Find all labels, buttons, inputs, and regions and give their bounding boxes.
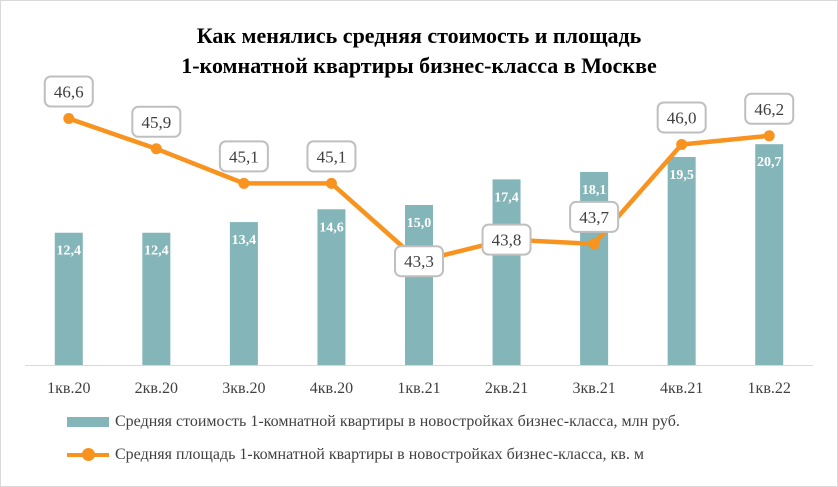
legend-line-label: Средняя площадь 1-комнатной квартиры в н…: [115, 446, 644, 463]
line-point: [676, 138, 688, 150]
bar: [54, 232, 83, 365]
bar: [667, 157, 696, 365]
bar: [580, 171, 609, 365]
bar-data-label: 18,1: [582, 183, 607, 198]
bar-data-label: 13,4: [232, 233, 257, 248]
bar-data-label: 17,4: [494, 190, 519, 205]
bar: [229, 222, 258, 365]
line-label-box: [569, 200, 620, 233]
bar: [755, 144, 784, 365]
x-tick-label: 1кв.20: [47, 380, 90, 397]
x-tick-label: 2кв.21: [485, 380, 528, 397]
line-label-box: [744, 92, 795, 125]
bar: [142, 232, 171, 365]
x-tick-label: 1кв.22: [748, 380, 791, 397]
bar-data-label: 15,0: [407, 216, 432, 231]
line-data-label: 45,9: [141, 113, 171, 132]
bar-data-label: 12,4: [57, 244, 82, 259]
line-label-box: [656, 101, 707, 134]
x-tick-label: 4кв.21: [660, 380, 703, 397]
line-data-label: 43,3: [404, 252, 434, 271]
line-label-box: [306, 140, 357, 173]
bar: [317, 209, 346, 365]
line-point: [325, 177, 337, 189]
line-point: [63, 113, 75, 125]
x-tick-label: 3кв.21: [572, 380, 615, 397]
line-data-label: 46,0: [667, 108, 697, 127]
line-label-box: [394, 245, 444, 278]
x-tick-label: 4кв.20: [310, 380, 353, 397]
line-point: [150, 143, 162, 155]
line-data-label: 46,6: [54, 83, 84, 102]
x-tick-label: 3кв.20: [222, 380, 265, 397]
bar: [405, 205, 433, 365]
chart-title-line-2: 1-комнатной квартиры бизнес-класса в Мос…: [181, 53, 657, 78]
line-label-box: [43, 75, 94, 108]
line-point: [588, 238, 600, 250]
bar: [492, 179, 521, 365]
legend-line-swatch: [67, 448, 109, 461]
line-data-label: 45,1: [317, 147, 347, 166]
line-data-label: 43,7: [579, 208, 609, 227]
x-tick-label: 1кв.21: [397, 380, 440, 397]
line-label-box: [481, 223, 532, 256]
bar-data-label: 20,7: [757, 155, 782, 170]
bar-data-label: 14,6: [319, 220, 344, 235]
bar-data-label: 19,5: [669, 168, 694, 183]
line-data-label: 46,2: [754, 100, 784, 119]
bar-data-label: 12,4: [144, 244, 169, 259]
line-data-label: 43,8: [492, 231, 522, 250]
chart-title-line-1: Как менялись средняя стоимость и площадь: [196, 23, 642, 48]
line-data-label: 45,1: [229, 147, 259, 166]
legend-item-line: Средняя площадь 1-комнатной квартиры в н…: [67, 446, 644, 464]
line-label-box: [218, 140, 269, 173]
line-point: [238, 177, 250, 189]
line-point: [763, 130, 775, 142]
x-tick-label: 2кв.20: [135, 380, 178, 397]
legend-bar-label: Средняя стоимость 1-комнатной квартиры в…: [115, 413, 680, 430]
line-label-box: [131, 105, 182, 138]
legend-bar-swatch: [67, 417, 109, 427]
legend-item-bar: Средняя стоимость 1-комнатной квартиры в…: [67, 413, 680, 431]
